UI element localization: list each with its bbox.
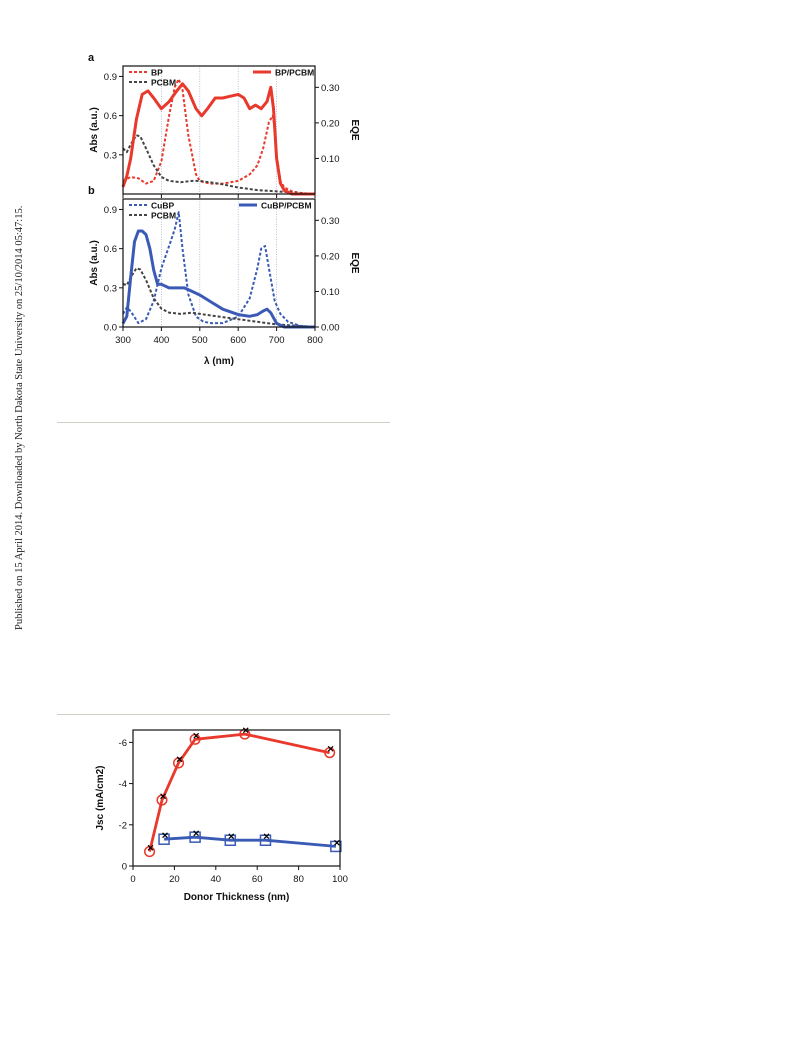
y-tick-label: 0.9: [104, 205, 117, 216]
x-tick-label: 800: [307, 335, 323, 346]
y-tick-label: 0.3: [104, 283, 117, 294]
y-tick-label: 0.6: [104, 111, 117, 122]
y-tick-label: 0.9: [104, 72, 117, 83]
error-marker: ✕: [327, 744, 335, 754]
y2-tick-label: 0.30: [321, 83, 340, 94]
error-marker: ✕: [228, 832, 236, 842]
x-tick-label: 600: [230, 335, 246, 346]
plot-frame: [122, 65, 316, 195]
plot-frame: [122, 198, 316, 328]
y-axis-label: Abs (a.u.): [89, 107, 100, 153]
x-axis-label: λ (nm): [204, 356, 234, 367]
error-marker: ✕: [161, 831, 169, 841]
series-pcbm: [122, 267, 316, 328]
data-point-square: [189, 831, 201, 843]
y-tick-label: -4: [119, 779, 127, 790]
error-marker: ✕: [192, 731, 200, 741]
y2-tick-label: 0.10: [321, 287, 340, 298]
series-cubp-pcbm: [121, 229, 315, 329]
data-point-circle: [172, 757, 185, 769]
y-tick-label: 0: [122, 862, 127, 873]
x-tick-label: 100: [332, 874, 348, 885]
y2-tick-label: 0.20: [321, 251, 340, 262]
x-tick-label: 60: [252, 874, 263, 885]
panel-label: b: [88, 185, 95, 197]
y-axis-label: Jsc (mA/cm2): [95, 765, 106, 830]
error-marker: ✕: [333, 838, 341, 848]
data-point-square: [158, 833, 170, 845]
y2-axis-label: EQE: [349, 119, 360, 140]
data-point-circle: [239, 728, 251, 740]
series-red-line: [148, 732, 330, 852]
y-tick-label: 0.0: [104, 323, 117, 334]
y-tick-label: -2: [119, 820, 127, 831]
divider-1: [57, 422, 390, 423]
jsc-thickness-figure: ✕ ✕ ✕ ✕ ✕ ✕ ✕ ✕ ✕ ✕ ✕ -6 -4 -2 00 20 40 60 80 100 Jsc (mA/cm…: [95, 726, 348, 903]
y2-tick-label: 0.30: [321, 216, 340, 227]
data-point-square: [259, 834, 272, 846]
y-tick-label: 0.3: [104, 150, 117, 161]
legend-label: PCBM: [151, 211, 176, 221]
y-tick-label: -6: [119, 738, 127, 749]
error-marker: ✕: [242, 726, 250, 736]
x-tick-label: 0: [130, 874, 135, 885]
y2-tick-label: 0.00: [321, 323, 340, 334]
error-marker: ✕: [192, 829, 200, 839]
x-tick-label: 40: [211, 874, 222, 885]
legend-label: PCBM: [151, 78, 176, 88]
legend-label: CuBP: [151, 201, 174, 211]
data-point-circle: [156, 794, 168, 806]
x-tick-label: 300: [115, 335, 131, 346]
error-marker: ✕: [176, 754, 184, 764]
x-axis-label: Donor Thickness (nm): [184, 892, 290, 903]
x-tick-label: 20: [169, 874, 180, 885]
x-tick-label: 80: [293, 874, 304, 885]
error-marker: ✕: [147, 843, 155, 853]
x-tick-label: 400: [153, 335, 169, 346]
error-marker: ✕: [159, 792, 167, 802]
x-tick-label: 500: [192, 335, 208, 346]
x-tick-label: 700: [269, 335, 285, 346]
y2-axis-label: EQE: [349, 252, 360, 273]
series-pcbm: [122, 134, 316, 195]
series-bp-pcbm: [121, 82, 315, 196]
series-blue-line: [164, 835, 337, 848]
legend-label: CuBP/PCBM: [261, 201, 312, 211]
legend-label: BP: [151, 68, 163, 78]
y-axis-label: Abs (a.u.): [89, 240, 100, 286]
y2-tick-label: 0.10: [321, 154, 340, 165]
legend-label: BP/PCBM: [275, 68, 314, 78]
data-point-square: [224, 834, 237, 846]
y2-tick-label: 0.20: [321, 118, 340, 129]
data-point-circle: [189, 733, 201, 745]
panel-label: a: [88, 52, 95, 64]
data-point-circle: [144, 846, 156, 858]
data-point-circle: [324, 747, 336, 759]
data-point-square: [330, 840, 342, 853]
plot-frame: [132, 729, 341, 867]
series-cubp: [122, 211, 316, 328]
divider-2: [57, 714, 390, 715]
error-marker: ✕: [263, 832, 271, 842]
y-tick-label: 0.6: [104, 244, 117, 255]
